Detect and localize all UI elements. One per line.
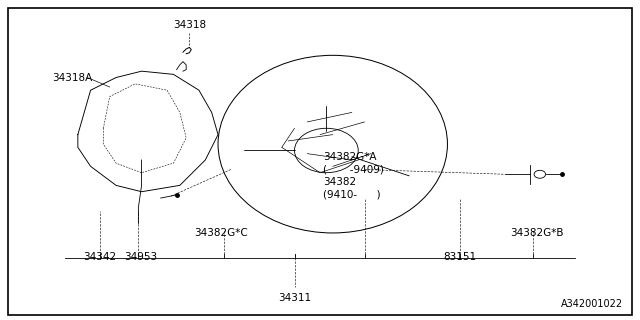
Text: 34318: 34318: [173, 20, 206, 30]
Text: 34953: 34953: [124, 252, 157, 262]
Text: 34382G*B: 34382G*B: [510, 228, 563, 238]
Text: A342001022: A342001022: [561, 299, 623, 309]
Text: 34311: 34311: [278, 293, 311, 303]
Text: 34382G*A
(       -9409)
34382
(9410-      ): 34382G*A ( -9409) 34382 (9410- ): [323, 152, 384, 199]
Text: 34382G*C: 34382G*C: [195, 228, 248, 238]
Text: 83151: 83151: [444, 252, 477, 262]
Text: 34318A: 34318A: [52, 73, 93, 83]
Text: 34342: 34342: [84, 252, 116, 262]
